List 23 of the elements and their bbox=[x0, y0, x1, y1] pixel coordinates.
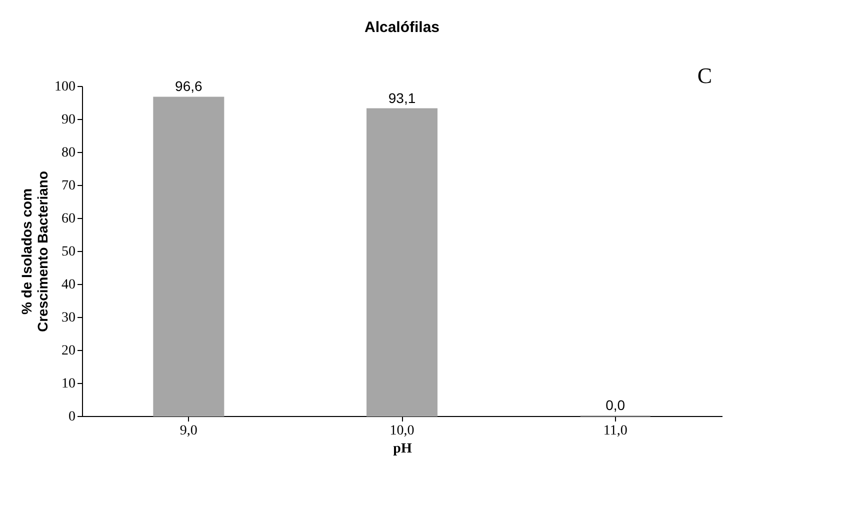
y-tick-label: 100 bbox=[54, 80, 76, 94]
x-tick-label: 11,0 bbox=[603, 424, 628, 438]
data-label: 96,6 bbox=[175, 78, 203, 94]
bar bbox=[366, 108, 438, 416]
y-tick-label: 0 bbox=[68, 410, 76, 424]
y-tick-label: 90 bbox=[62, 112, 76, 128]
data-label: 93,1 bbox=[388, 90, 416, 106]
y-tick-label: 40 bbox=[62, 278, 76, 292]
y-axis-title: % de Isolados com Crescimento Bacteriano bbox=[18, 170, 50, 332]
y-tick-label: 60 bbox=[62, 212, 76, 226]
y-tick-label: 80 bbox=[62, 146, 76, 160]
annotation: C bbox=[697, 63, 712, 88]
data-label: 0,0 bbox=[606, 397, 626, 413]
chart-title: Alcalófilas bbox=[364, 19, 440, 36]
bar bbox=[153, 96, 224, 416]
y-tick-label: 70 bbox=[62, 178, 76, 194]
y-tick-label: 10 bbox=[62, 376, 76, 392]
x-tick-label: 9,0 bbox=[180, 424, 198, 438]
y-tick-label: 50 bbox=[62, 244, 76, 260]
y-tick-label: 30 bbox=[62, 310, 76, 326]
x-tick-label: 10,0 bbox=[390, 424, 414, 438]
y-tick-label: 20 bbox=[62, 344, 76, 358]
x-axis-title: pH bbox=[393, 442, 412, 456]
